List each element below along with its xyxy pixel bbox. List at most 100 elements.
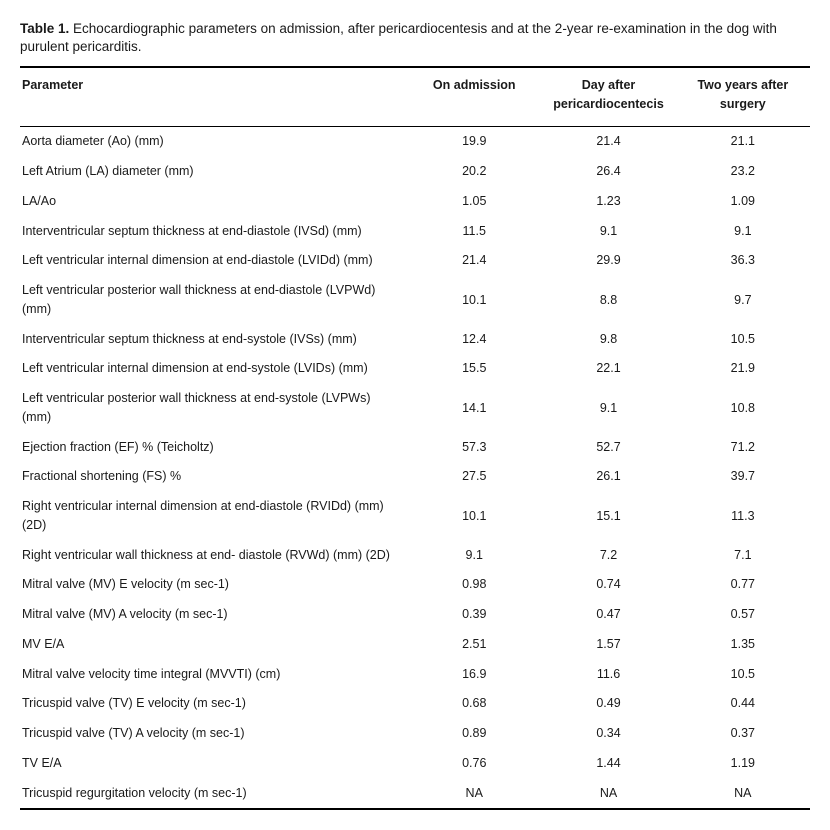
value-cell: 1.19 [676,748,810,778]
table-row: Left Atrium (LA) diameter (mm)20.226.423… [20,157,810,187]
table-row: Right ventricular internal dimension at … [20,492,810,541]
parameter-cell: Left Atrium (LA) diameter (mm) [20,157,407,187]
value-cell: 9.1 [407,540,541,570]
value-cell: 71.2 [676,432,810,462]
table-row: Left ventricular internal dimension at e… [20,354,810,384]
parameter-cell: TV E/A [20,748,407,778]
parameter-cell: Left ventricular posterior wall thicknes… [20,384,407,433]
table-row: Ejection fraction (EF) % (Teicholtz)57.3… [20,432,810,462]
table-row: Tricuspid valve (TV) A velocity (m sec-1… [20,719,810,749]
value-cell: 27.5 [407,462,541,492]
table-caption: Table 1. Echocardiographic parameters on… [20,20,810,56]
table-header: ParameterOn admissionDay afterpericardio… [20,67,810,126]
value-cell: NA [407,778,541,809]
value-cell: 0.77 [676,570,810,600]
value-cell: 15.5 [407,354,541,384]
value-cell: 36.3 [676,246,810,276]
value-cell: 19.9 [407,126,541,156]
value-cell: 21.4 [407,246,541,276]
parameter-cell: Left ventricular internal dimension at e… [20,354,407,384]
value-cell: 12.4 [407,324,541,354]
column-header: Parameter [20,67,407,126]
value-cell: 10.1 [407,492,541,541]
value-cell: 9.1 [676,216,810,246]
parameter-cell: Fractional shortening (FS) % [20,462,407,492]
parameter-cell: Aorta diameter (Ao) (mm) [20,126,407,156]
value-cell: 21.4 [541,126,675,156]
parameter-cell: Ejection fraction (EF) % (Teicholtz) [20,432,407,462]
value-cell: 0.98 [407,570,541,600]
parameter-cell: Interventricular septum thickness at end… [20,324,407,354]
value-cell: 0.68 [407,689,541,719]
table-row: Mitral valve velocity time integral (MVV… [20,659,810,689]
table-row: Interventricular septum thickness at end… [20,324,810,354]
value-cell: 0.47 [541,600,675,630]
value-cell: 1.44 [541,748,675,778]
value-cell: 39.7 [676,462,810,492]
parameter-cell: Left ventricular internal dimension at e… [20,246,407,276]
value-cell: 0.74 [541,570,675,600]
value-cell: 21.1 [676,126,810,156]
value-cell: 10.5 [676,324,810,354]
table-row: Mitral valve (MV) E velocity (m sec-1)0.… [20,570,810,600]
value-cell: 0.76 [407,748,541,778]
value-cell: 0.34 [541,719,675,749]
value-cell: 0.57 [676,600,810,630]
table-row: Left ventricular internal dimension at e… [20,246,810,276]
value-cell: 9.1 [541,384,675,433]
table-row: LA/Ao1.051.231.09 [20,186,810,216]
value-cell: 9.1 [541,216,675,246]
parameter-cell: Mitral valve velocity time integral (MVV… [20,659,407,689]
table-header-row: ParameterOn admissionDay afterpericardio… [20,67,810,126]
table-row: Tricuspid regurgitation velocity (m sec-… [20,778,810,809]
table-row: Left ventricular posterior wall thicknes… [20,384,810,433]
table-row: Interventricular septum thickness at end… [20,216,810,246]
table-caption-text: Echocardiographic parameters on admissio… [20,21,777,54]
parameter-cell: LA/Ao [20,186,407,216]
value-cell: 16.9 [407,659,541,689]
value-cell: 10.8 [676,384,810,433]
column-header: Two years after surgery [676,67,810,126]
value-cell: 21.9 [676,354,810,384]
table-caption-label: Table 1. [20,21,69,36]
value-cell: 57.3 [407,432,541,462]
parameter-cell: Tricuspid valve (TV) E velocity (m sec-1… [20,689,407,719]
table-row: Mitral valve (MV) A velocity (m sec-1)0.… [20,600,810,630]
value-cell: 1.05 [407,186,541,216]
parameter-cell: MV E/A [20,629,407,659]
value-cell: 9.8 [541,324,675,354]
value-cell: 2.51 [407,629,541,659]
value-cell: 10.5 [676,659,810,689]
value-cell: 1.35 [676,629,810,659]
value-cell: 11.6 [541,659,675,689]
parameter-cell: Interventricular septum thickness at end… [20,216,407,246]
echo-parameters-table: ParameterOn admissionDay afterpericardio… [20,66,810,810]
parameter-cell: Right ventricular wall thickness at end-… [20,540,407,570]
value-cell: 15.1 [541,492,675,541]
value-cell: 14.1 [407,384,541,433]
value-cell: 11.5 [407,216,541,246]
value-cell: 0.39 [407,600,541,630]
value-cell: 1.09 [676,186,810,216]
value-cell: 7.1 [676,540,810,570]
parameter-cell: Right ventricular internal dimension at … [20,492,407,541]
value-cell: 0.44 [676,689,810,719]
parameter-cell: Mitral valve (MV) A velocity (m sec-1) [20,600,407,630]
value-cell: NA [676,778,810,809]
table-body: Aorta diameter (Ao) (mm)19.921.421.1Left… [20,126,810,809]
value-cell: 29.9 [541,246,675,276]
table-row: Fractional shortening (FS) %27.526.139.7 [20,462,810,492]
value-cell: 20.2 [407,157,541,187]
value-cell: 22.1 [541,354,675,384]
value-cell: 1.23 [541,186,675,216]
value-cell: 26.1 [541,462,675,492]
table-row: Left ventricular posterior wall thicknes… [20,276,810,325]
value-cell: 23.2 [676,157,810,187]
table-row: MV E/A2.511.571.35 [20,629,810,659]
parameter-cell: Tricuspid regurgitation velocity (m sec-… [20,778,407,809]
value-cell: 0.49 [541,689,675,719]
column-header: Day afterpericardiocentecis [541,67,675,126]
value-cell: 52.7 [541,432,675,462]
value-cell: 1.57 [541,629,675,659]
value-cell: 26.4 [541,157,675,187]
